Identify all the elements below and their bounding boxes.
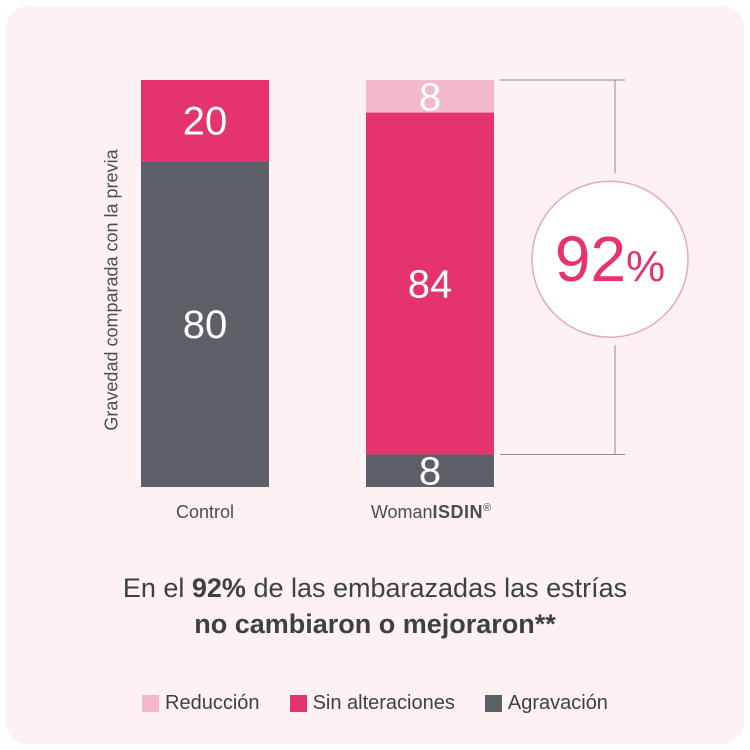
data-label-control-agravacion: 80 — [183, 303, 228, 347]
bar-control-sin-alteraciones — [141, 80, 269, 162]
legend-label-reduccion: Reducción — [165, 692, 260, 714]
bar-woman-isdin-agravacion — [366, 454, 494, 487]
caption-line-1: En el 92% de las embarazadas las estrías — [0, 570, 750, 606]
x-label-woman-isdin: WomanISDIN® — [371, 502, 491, 523]
data-label-woman-isdin-sin-alteraciones: 84 — [408, 263, 453, 307]
caption-line-2: no cambiaron o mejoraron** — [0, 606, 750, 642]
bar-control-agravacion — [141, 161, 269, 487]
annotation-circle — [531, 180, 689, 338]
caption-line1-post: de las embarazadas las estrías — [245, 573, 628, 603]
legend: Reducción Sin alteraciones Agravación — [0, 692, 750, 715]
legend-label-sin-alteraciones: Sin alteraciones — [312, 692, 455, 714]
annotation-unit: % — [626, 242, 665, 291]
caption-line2-bold: no cambiaron o mejoraron** — [194, 609, 556, 639]
x-label-control: Control — [175, 502, 235, 522]
annotation-number: 92 — [555, 223, 626, 295]
annotation-percent: 92% — [555, 223, 665, 295]
legend-swatch-reduccion — [142, 695, 160, 712]
y-axis-label: Gravedad comparada con la previa — [101, 149, 122, 431]
data-label-woman-isdin-reduccion: 8 — [419, 75, 441, 119]
legend-label-agravacion: Agravación — [507, 692, 608, 714]
legend-item-sin-alteraciones: Sin alteraciones — [289, 692, 455, 715]
data-label-woman-isdin-agravacion: 8 — [419, 450, 441, 494]
legend-swatch-agravacion — [484, 695, 502, 712]
legend-item-agravacion: Agravación — [484, 692, 608, 715]
x-label-woman-prefix: Woman — [370, 502, 433, 522]
legend-swatch-sin-alteraciones — [289, 695, 307, 712]
x-label-brand: ISDIN — [432, 502, 484, 522]
bar-woman-isdin-reduccion — [366, 80, 494, 113]
caption-highlight-percent: 92% — [191, 573, 246, 603]
registered-mark: ® — [483, 502, 492, 514]
legend-item-reduccion: Reducción — [142, 692, 260, 715]
data-label-control-sin-alteraciones: 20 — [183, 100, 228, 144]
bar-woman-isdin-sin-alteraciones — [366, 112, 494, 455]
caption-line1-pre: En el — [122, 573, 192, 603]
